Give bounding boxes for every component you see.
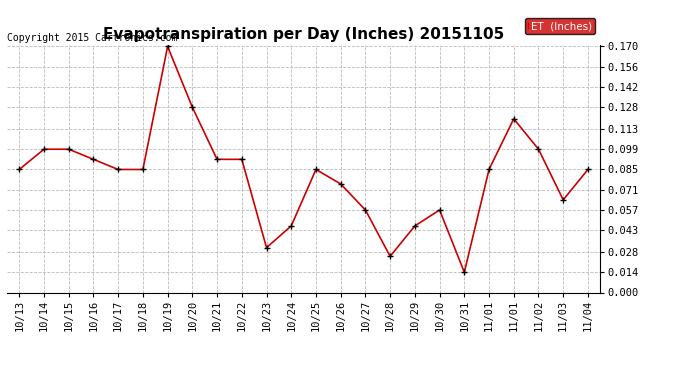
Text: Copyright 2015 Cartronics.com: Copyright 2015 Cartronics.com [7,33,177,42]
Title: Evapotranspiration per Day (Inches) 20151105: Evapotranspiration per Day (Inches) 2015… [103,27,504,42]
Legend: ET  (Inches): ET (Inches) [524,18,595,34]
